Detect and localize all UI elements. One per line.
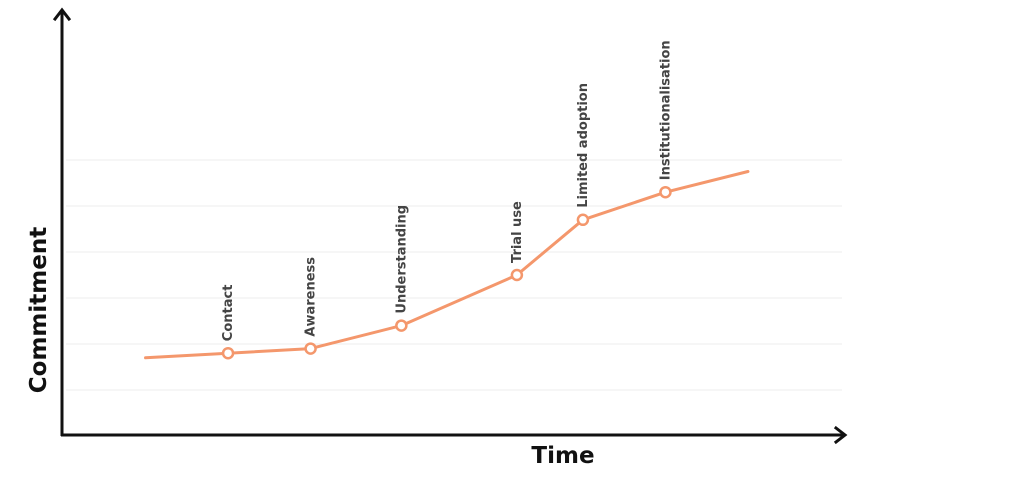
series-line xyxy=(144,170,750,360)
series-commitment xyxy=(144,170,750,360)
y-axis-title: Commitment xyxy=(26,227,52,393)
x-axis-arrow xyxy=(833,425,848,445)
stage-label: Understanding xyxy=(394,205,409,314)
stage-label: Institutionalisation xyxy=(658,40,673,180)
gridlines xyxy=(66,159,842,391)
axes xyxy=(52,7,848,445)
stage-labels: Contact Awareness Understanding Trial use Li… xyxy=(221,40,673,341)
stage-label: Awareness xyxy=(304,257,319,337)
data-point-marker xyxy=(576,213,590,227)
stage-label: Contact xyxy=(221,285,236,342)
data-point-marker xyxy=(659,185,672,199)
x-axis-title: Time xyxy=(531,443,594,469)
y-axis-arrow xyxy=(52,7,72,22)
data-point-marker xyxy=(221,346,235,360)
data-point-marker xyxy=(395,319,408,332)
stage-label: Trial use xyxy=(510,201,525,263)
data-point-marker xyxy=(510,268,524,282)
data-point-marker xyxy=(304,342,317,355)
stage-label: Limited adoption xyxy=(576,83,591,208)
